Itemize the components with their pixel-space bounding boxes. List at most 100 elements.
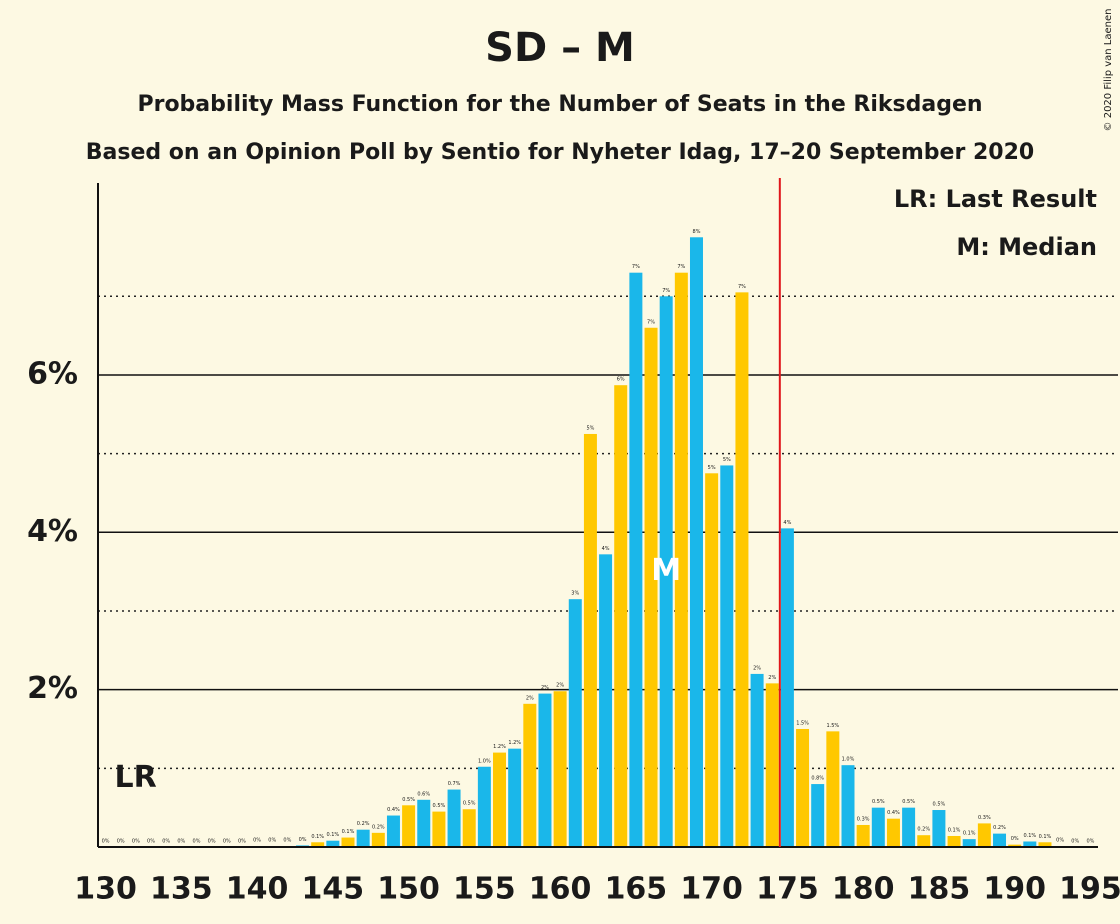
bar: [1038, 842, 1052, 847]
x-tick-label: 150: [377, 872, 440, 907]
value-label: 0.1%: [311, 834, 324, 840]
value-label: 0%: [238, 839, 246, 845]
bar: [932, 810, 946, 847]
median-label: M: [651, 553, 681, 588]
bar: [371, 832, 385, 847]
value-label: 0.1%: [342, 829, 355, 835]
x-tick-label: 145: [302, 872, 365, 907]
value-label: 0%: [299, 837, 307, 843]
x-tick-label: 135: [150, 872, 213, 907]
value-label: 0%: [132, 839, 140, 845]
value-label: 7%: [662, 288, 670, 294]
value-label: 1.2%: [508, 740, 521, 746]
x-tick-label: 175: [756, 872, 819, 907]
value-label: 0%: [268, 838, 276, 844]
x-tick-label: 140: [226, 872, 289, 907]
bar: [508, 748, 522, 847]
value-label: 2%: [556, 683, 564, 689]
bar: [962, 839, 976, 847]
value-label: 2%: [541, 685, 549, 691]
bar: [720, 465, 734, 847]
value-label: 0%: [147, 839, 155, 845]
value-label: 0.1%: [326, 832, 339, 838]
y-tick-label: 6%: [27, 356, 78, 391]
bar: [417, 799, 431, 847]
value-label: 2%: [768, 675, 776, 681]
value-label: 7%: [647, 319, 655, 325]
value-label: 0.5%: [463, 801, 476, 807]
x-tick-label: 180: [832, 872, 895, 907]
bar: [326, 840, 340, 847]
value-label: 0.2%: [993, 825, 1006, 831]
value-label: 0.5%: [402, 797, 415, 803]
value-label: 5%: [723, 457, 731, 463]
bar: [447, 789, 461, 847]
chart-title: SD – M: [485, 25, 635, 71]
bar: [311, 842, 325, 847]
subtitle: Probability Mass Function for the Number…: [137, 92, 982, 117]
bar: [553, 691, 567, 847]
value-label: 0%: [102, 839, 110, 845]
value-label: 1.0%: [478, 758, 491, 764]
bar: [993, 833, 1007, 847]
value-label: 0.4%: [887, 810, 900, 816]
value-label: 0.5%: [902, 799, 915, 805]
value-label: 0.5%: [433, 803, 446, 809]
bar: [947, 835, 961, 847]
legend-entry: LR: Last Result: [894, 185, 1097, 213]
value-label: 0.7%: [448, 781, 461, 787]
bar: [1023, 841, 1037, 847]
bar: [538, 693, 552, 847]
bar: [750, 673, 764, 847]
x-tick-label: 160: [529, 872, 592, 907]
bar: [432, 811, 446, 847]
value-label: 7%: [677, 264, 685, 270]
bar: [796, 728, 810, 847]
copyright: © 2020 Filip van Laenen: [1103, 9, 1114, 132]
value-label: 6%: [617, 377, 625, 383]
value-label: 8%: [693, 229, 701, 235]
x-tick-label: 155: [453, 872, 516, 907]
bar: [689, 237, 703, 847]
value-label: 0.2%: [372, 824, 385, 830]
value-label: 1.2%: [493, 744, 506, 750]
value-label: 1.5%: [826, 723, 839, 729]
value-label: 0.5%: [933, 802, 946, 808]
value-label: 0.3%: [857, 816, 870, 822]
value-label: 5%: [708, 465, 716, 471]
value-label: 2%: [753, 665, 761, 671]
value-label: 0%: [162, 839, 170, 845]
value-label: 0%: [117, 839, 125, 845]
value-label: 0%: [223, 839, 231, 845]
bar: [1008, 844, 1022, 847]
value-label: 0.1%: [1039, 834, 1052, 840]
bar: [765, 683, 779, 847]
value-label: 0.6%: [417, 791, 430, 797]
bar: [674, 272, 688, 847]
bar: [886, 818, 900, 847]
value-label: 0.8%: [811, 776, 824, 782]
value-label: 5%: [586, 425, 594, 431]
bar: [705, 473, 719, 847]
value-label: 0%: [177, 839, 185, 845]
bar: [902, 807, 916, 847]
value-label: 0%: [1011, 836, 1019, 842]
subtitle: Based on an Opinion Poll by Sentio for N…: [86, 140, 1034, 165]
bar: [356, 829, 370, 847]
bar: [386, 815, 400, 847]
bar: [659, 296, 673, 848]
value-label: 0.2%: [917, 827, 930, 833]
value-label: 0.3%: [978, 815, 991, 821]
x-tick-label: 190: [983, 872, 1046, 907]
value-label: 4%: [602, 546, 610, 552]
value-label: 0.4%: [387, 807, 400, 813]
value-label: 0%: [1071, 839, 1079, 845]
value-label: 0.5%: [872, 799, 885, 805]
bar: [462, 809, 476, 847]
bar: [523, 703, 537, 847]
value-label: 7%: [738, 284, 746, 290]
bar: [583, 433, 597, 847]
bar: [341, 837, 355, 847]
value-label: 3%: [571, 591, 579, 597]
